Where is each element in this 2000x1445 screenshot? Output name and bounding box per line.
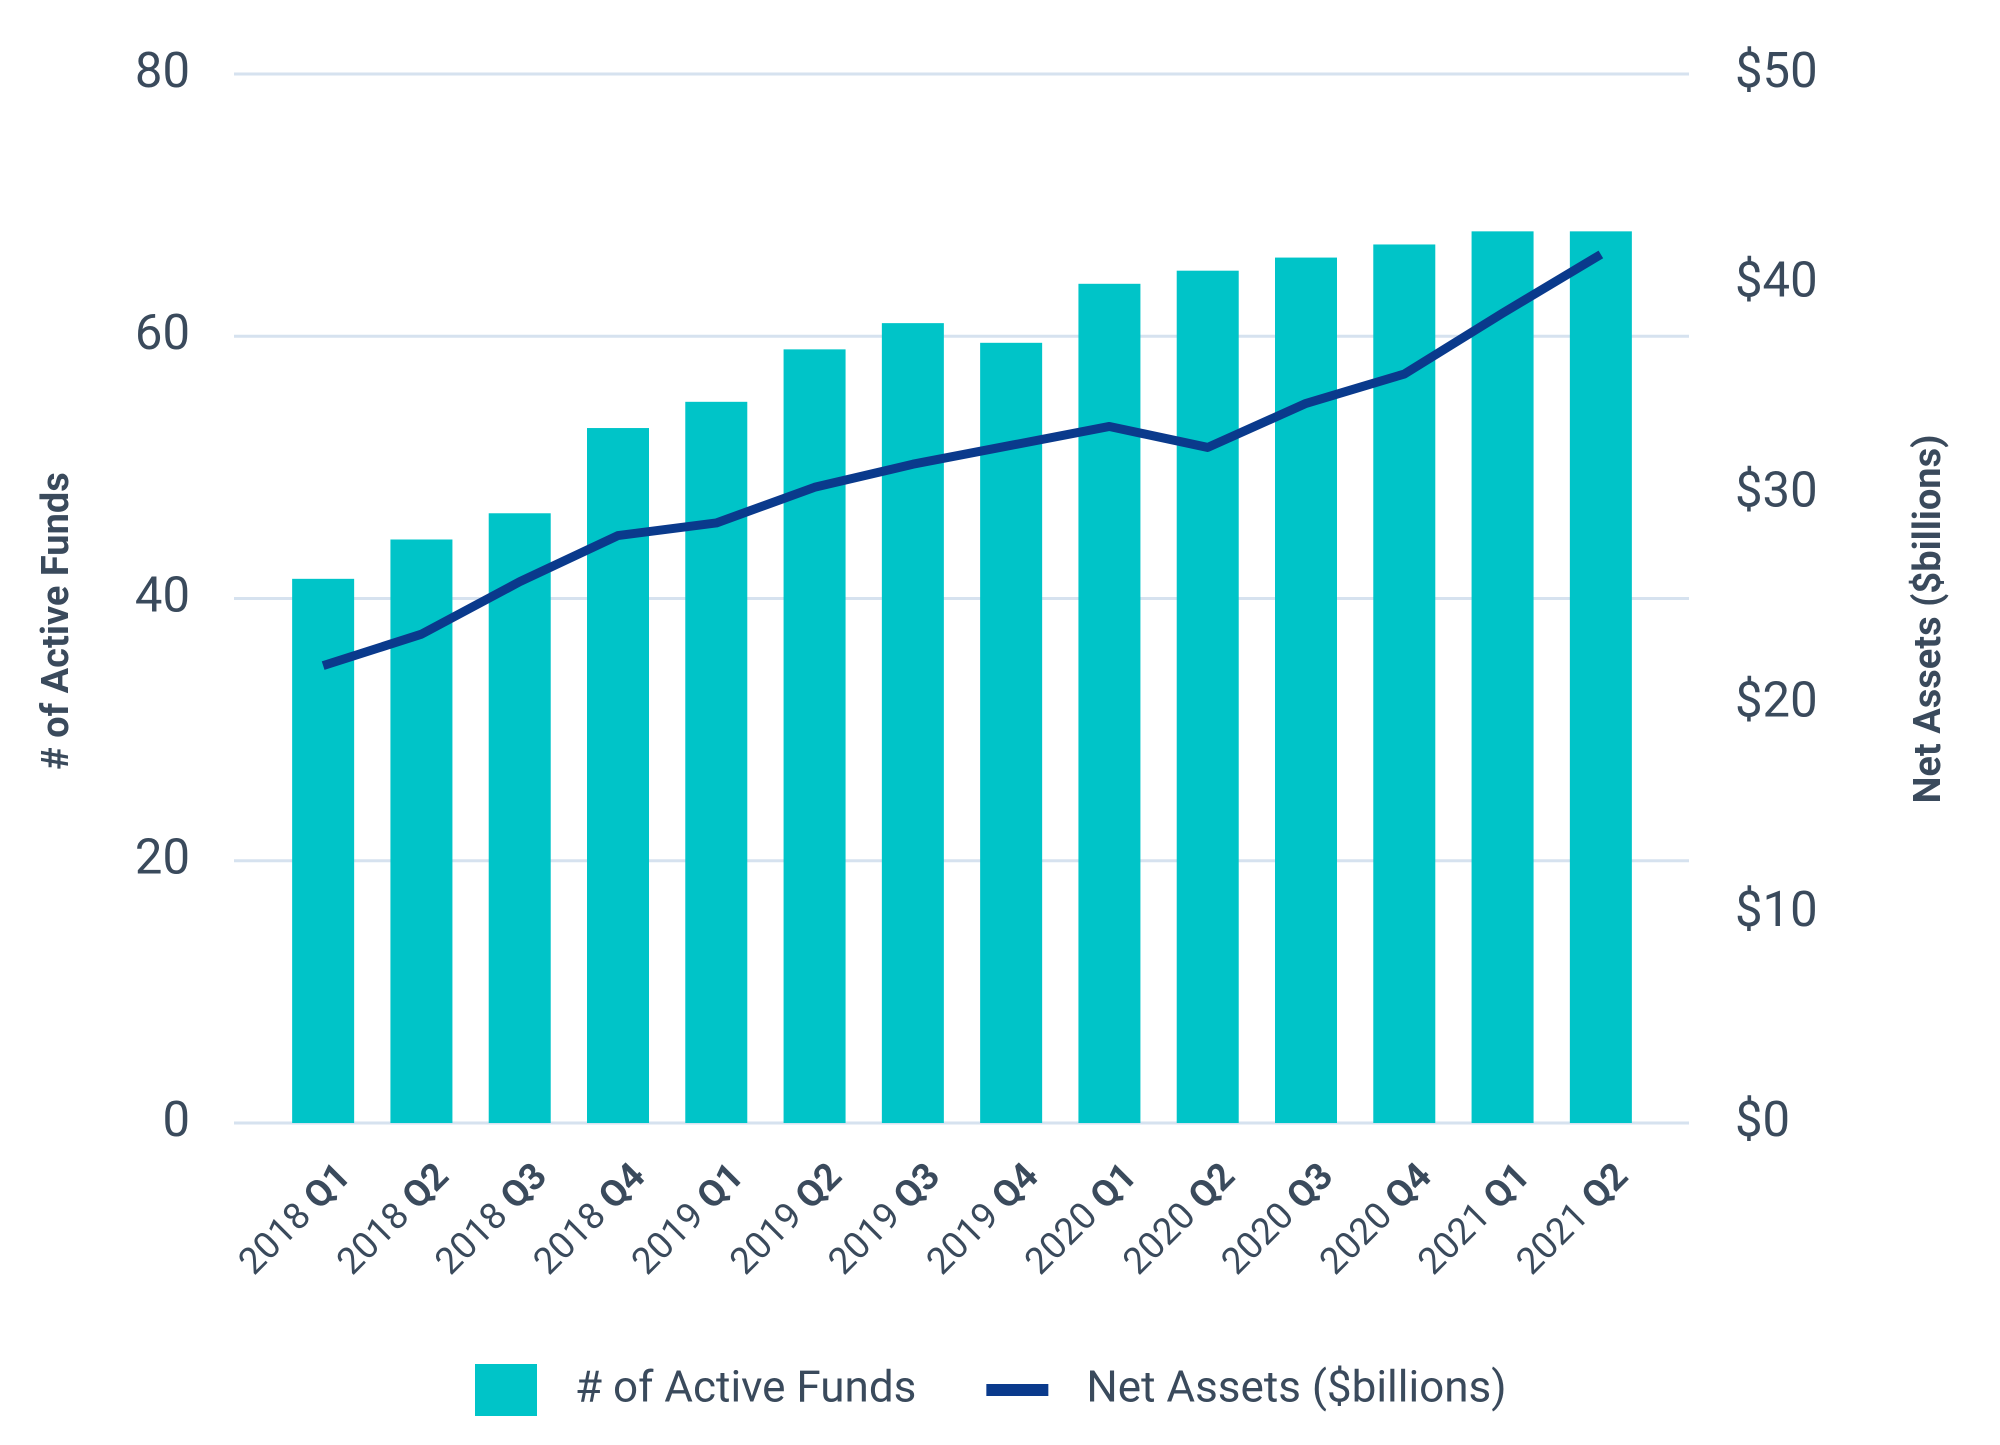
y-tick-label: 40 xyxy=(135,566,190,623)
bar xyxy=(685,401,748,1123)
bar xyxy=(881,323,944,1123)
line xyxy=(321,250,1604,670)
bar xyxy=(1471,231,1534,1124)
y2-tick-label: $50 xyxy=(1735,42,1818,99)
y2-tick-label: $20 xyxy=(1735,671,1818,728)
y2-axis-title: Net Assets ($billions) xyxy=(1906,435,1950,804)
bar xyxy=(1569,231,1632,1124)
y-tick-label: 80 xyxy=(135,42,190,99)
y2-tick-label: $10 xyxy=(1735,881,1818,938)
bar xyxy=(1373,244,1436,1123)
legend-label: Net Assets ($billions) xyxy=(1086,1361,1506,1413)
legend-swatch xyxy=(475,1364,537,1416)
y-axis-title: # of Active Funds xyxy=(34,472,78,770)
y2-tick-label: $0 xyxy=(1735,1091,1790,1148)
y2-tick-label: $40 xyxy=(1735,252,1818,309)
bar xyxy=(488,513,551,1123)
legend-label: # of Active Funds xyxy=(575,1361,916,1413)
bar xyxy=(292,578,355,1123)
bar xyxy=(980,342,1043,1123)
bar xyxy=(1176,270,1239,1123)
y2-tick-label: $30 xyxy=(1735,462,1818,519)
bar xyxy=(1275,257,1337,1123)
y-tick-label: 60 xyxy=(135,304,190,361)
y-tick-label: 20 xyxy=(135,829,190,886)
bar xyxy=(783,349,846,1123)
bar xyxy=(1078,283,1141,1123)
y-tick-label: 0 xyxy=(162,1091,190,1148)
